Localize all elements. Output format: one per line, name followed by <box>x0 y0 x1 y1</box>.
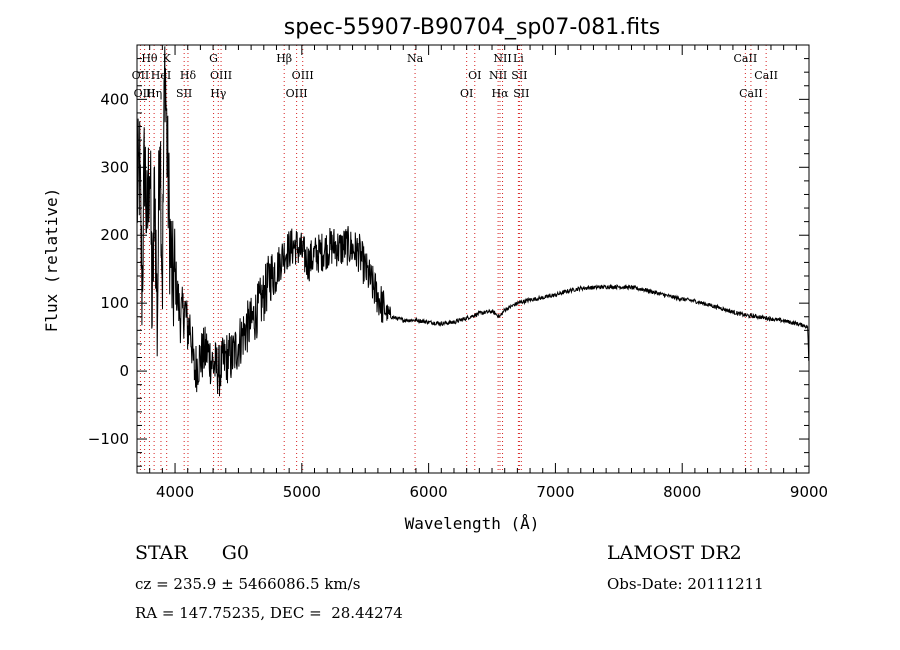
line-marker-label: NII <box>489 69 507 82</box>
y-tick-label: 400 <box>100 90 129 108</box>
axes-layer: 4000 5000 6000 7000 8000 9000 −100 0 100 200 300 40… <box>88 44 828 501</box>
line-marker-label: OIII <box>210 69 232 82</box>
line-marker-label: CaII <box>754 69 778 82</box>
subclass-label: G0 <box>221 542 249 564</box>
line-marker-label: SII <box>176 87 192 100</box>
spectrum-line <box>136 46 810 397</box>
plot-frame <box>136 44 810 474</box>
line-marker-label: G <box>209 52 218 65</box>
line-marker-label: HeI <box>151 69 171 82</box>
coordinates-text: RA = 147.75235, DEC = 28.44274 <box>135 604 403 622</box>
line-marker-label: Hα <box>491 87 509 100</box>
y-tick-label: −100 <box>88 430 129 448</box>
y-tick-label: 300 <box>100 158 129 176</box>
line-marker-label: Li <box>513 52 524 65</box>
line-marker-label: CaII <box>739 87 763 100</box>
x-tick-label: 9000 <box>790 483 828 501</box>
redshift-text: cz = 235.9 ± 5466086.5 km/s <box>135 575 361 593</box>
line-marker-label: Hη <box>146 87 162 100</box>
spectrum-layer <box>136 46 810 397</box>
survey-label: LAMOST DR2 <box>607 542 742 564</box>
y-axis-label: Flux (relative) <box>42 188 61 333</box>
x-tick-label: 5000 <box>283 483 321 501</box>
line-marker-label: CaII <box>734 52 758 65</box>
x-tick-label: 6000 <box>410 483 448 501</box>
line-marker-label: OII <box>132 69 150 82</box>
chart-title: spec-55907-B90704_sp07-081.fits <box>284 15 661 40</box>
line-marker-label: K <box>163 52 172 65</box>
obs-date-text: Obs-Date: 20111211 <box>607 575 764 593</box>
x-axis-label: Wavelength (Å) <box>405 514 540 533</box>
spectral-class: STAR G0 <box>135 542 249 564</box>
x-tick-label: 8000 <box>663 483 701 501</box>
y-tick-label: 100 <box>100 294 129 312</box>
x-tick-label: 7000 <box>536 483 574 501</box>
line-marker-label: OIII <box>292 69 314 82</box>
y-tick-label: 0 <box>119 362 129 380</box>
line-marker-label: Hδ <box>180 69 197 82</box>
line-marker-label: Hθ <box>141 52 158 65</box>
class-label: STAR <box>135 542 188 564</box>
line-marker-label: OI <box>460 87 473 100</box>
line-marker-label: SII <box>511 69 527 82</box>
line-marker-label: Hγ <box>210 87 227 100</box>
line-marker-label: NII <box>493 52 511 65</box>
line-marker-label: Hβ <box>276 52 292 65</box>
line-marker-label: OIII <box>286 87 308 100</box>
x-tick-label: 4000 <box>156 483 194 501</box>
line-marker-label: OI <box>468 69 481 82</box>
line-marker-label: SII <box>513 87 529 100</box>
line-marker-label: Na <box>407 52 424 65</box>
line-marker-label: OIII <box>134 87 156 100</box>
y-tick-label: 200 <box>100 226 129 244</box>
